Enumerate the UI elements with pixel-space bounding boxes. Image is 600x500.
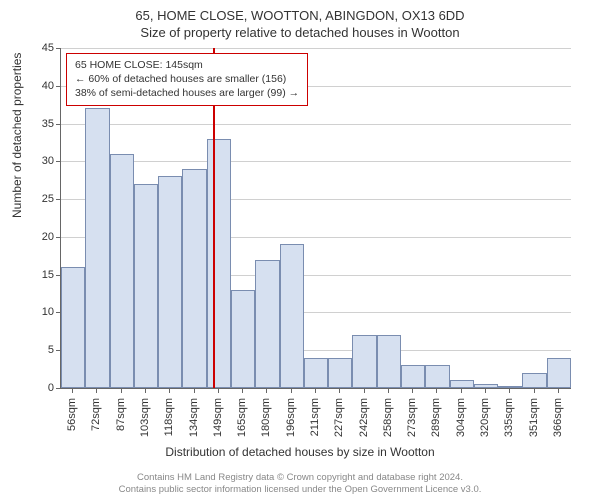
- chart-area: 65 HOME CLOSE: 145sqm ← 60% of detached …: [60, 48, 570, 388]
- x-tick-label: 196sqm: [285, 398, 297, 448]
- y-tick-mark: [56, 161, 61, 162]
- x-axis-label: Distribution of detached houses by size …: [0, 445, 600, 459]
- x-tick-mark: [169, 388, 170, 393]
- histogram-bar: [304, 358, 328, 388]
- footer-line-2: Contains public sector information licen…: [0, 484, 600, 496]
- x-tick-label: 134sqm: [188, 398, 200, 448]
- x-tick-mark: [96, 388, 97, 393]
- x-tick-label: 242sqm: [358, 398, 370, 448]
- histogram-bar: [352, 335, 376, 388]
- x-tick-label: 211sqm: [309, 398, 321, 448]
- y-tick-label: 0: [24, 382, 54, 394]
- x-tick-label: 118sqm: [163, 398, 175, 448]
- chart-container: 65, HOME CLOSE, WOOTTON, ABINGDON, OX13 …: [0, 0, 600, 500]
- x-tick-label: 289sqm: [430, 398, 442, 448]
- histogram-bar: [377, 335, 401, 388]
- histogram-bar: [328, 358, 352, 388]
- y-tick-mark: [56, 86, 61, 87]
- histogram-bar: [182, 169, 206, 388]
- x-tick-mark: [558, 388, 559, 393]
- y-tick-mark: [56, 388, 61, 389]
- y-tick-label: 15: [24, 269, 54, 281]
- x-tick-label: 320sqm: [479, 398, 491, 448]
- x-tick-label: 180sqm: [260, 398, 272, 448]
- histogram-bar: [425, 365, 449, 388]
- info-line-2: ← 60% of detached houses are smaller (15…: [75, 72, 299, 86]
- x-tick-mark: [339, 388, 340, 393]
- histogram-bar: [61, 267, 85, 388]
- histogram-bar: [134, 184, 158, 388]
- x-tick-mark: [194, 388, 195, 393]
- x-tick-label: 351sqm: [528, 398, 540, 448]
- x-tick-label: 149sqm: [212, 398, 224, 448]
- x-tick-mark: [291, 388, 292, 393]
- x-tick-label: 273sqm: [406, 398, 418, 448]
- histogram-bar: [158, 176, 182, 388]
- x-tick-mark: [534, 388, 535, 393]
- histogram-bar: [207, 139, 231, 388]
- x-tick-label: 103sqm: [139, 398, 151, 448]
- y-tick-label: 25: [24, 193, 54, 205]
- x-tick-label: 258sqm: [382, 398, 394, 448]
- histogram-bar: [231, 290, 255, 388]
- grid-line: [61, 161, 571, 162]
- x-tick-label: 335sqm: [503, 398, 515, 448]
- page-title: 65, HOME CLOSE, WOOTTON, ABINGDON, OX13 …: [0, 0, 600, 23]
- histogram-bar: [85, 108, 109, 388]
- y-tick-label: 45: [24, 42, 54, 54]
- footer-line-1: Contains HM Land Registry data © Crown c…: [0, 472, 600, 484]
- x-tick-mark: [509, 388, 510, 393]
- info-line-1: 65 HOME CLOSE: 145sqm: [75, 58, 299, 72]
- y-tick-mark: [56, 199, 61, 200]
- histogram-bar: [522, 373, 546, 388]
- x-tick-label: 72sqm: [90, 398, 102, 448]
- footer-attribution: Contains HM Land Registry data © Crown c…: [0, 472, 600, 496]
- y-tick-label: 10: [24, 306, 54, 318]
- y-tick-mark: [56, 48, 61, 49]
- x-tick-mark: [218, 388, 219, 393]
- y-tick-label: 20: [24, 231, 54, 243]
- x-tick-mark: [72, 388, 73, 393]
- histogram-bar: [401, 365, 425, 388]
- x-tick-label: 56sqm: [66, 398, 78, 448]
- histogram-bar: [255, 260, 279, 388]
- histogram-bar: [110, 154, 134, 388]
- y-tick-label: 5: [24, 344, 54, 356]
- x-tick-mark: [388, 388, 389, 393]
- histogram-bar: [547, 358, 571, 388]
- x-tick-label: 304sqm: [455, 398, 467, 448]
- x-tick-mark: [145, 388, 146, 393]
- x-tick-mark: [315, 388, 316, 393]
- y-tick-label: 40: [24, 80, 54, 92]
- plot-region: 65 HOME CLOSE: 145sqm ← 60% of detached …: [60, 48, 571, 389]
- grid-line: [61, 124, 571, 125]
- y-tick-mark: [56, 237, 61, 238]
- grid-line: [61, 48, 571, 49]
- y-tick-mark: [56, 124, 61, 125]
- x-tick-label: 165sqm: [236, 398, 248, 448]
- x-tick-label: 366sqm: [552, 398, 564, 448]
- x-tick-mark: [121, 388, 122, 393]
- info-line-3: 38% of semi-detached houses are larger (…: [75, 86, 299, 100]
- x-tick-mark: [412, 388, 413, 393]
- x-tick-label: 87sqm: [115, 398, 127, 448]
- marker-info-box: 65 HOME CLOSE: 145sqm ← 60% of detached …: [66, 53, 308, 106]
- histogram-bar: [280, 244, 304, 388]
- x-tick-mark: [266, 388, 267, 393]
- histogram-bar: [498, 386, 522, 388]
- y-axis-label: Number of detached properties: [10, 53, 24, 218]
- y-tick-label: 30: [24, 155, 54, 167]
- x-tick-mark: [436, 388, 437, 393]
- x-tick-mark: [364, 388, 365, 393]
- x-tick-mark: [485, 388, 486, 393]
- page-subtitle: Size of property relative to detached ho…: [0, 23, 600, 40]
- y-tick-label: 35: [24, 118, 54, 130]
- x-tick-mark: [242, 388, 243, 393]
- x-tick-mark: [461, 388, 462, 393]
- histogram-bar: [450, 380, 474, 388]
- x-tick-label: 227sqm: [333, 398, 345, 448]
